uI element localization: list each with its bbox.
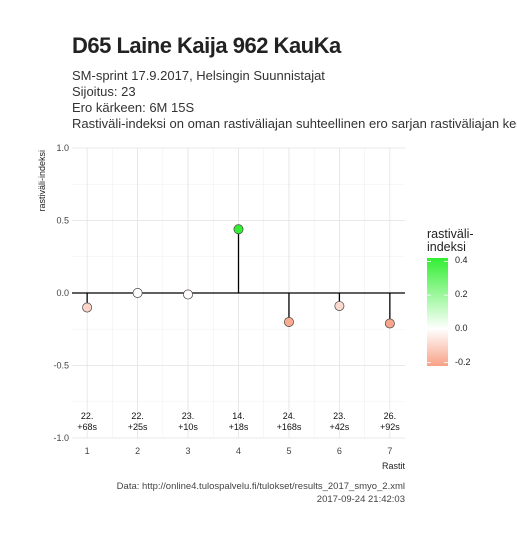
data-point (183, 289, 193, 300)
data-point (82, 302, 93, 313)
subtitle-gap: Ero kärkeen: 6M 15S (72, 100, 195, 115)
y-tick-label: -1.0 (53, 433, 69, 443)
split-diff-label: +92s (380, 422, 400, 432)
subtitle-event: SM-sprint 17.9.2017, Helsingin Suunnista… (72, 68, 325, 83)
legend-tick-label: 0.2 (455, 289, 468, 300)
chart-title: D65 Laine Kaija 962 KauKa (72, 33, 341, 58)
split-diff-label: +168s (277, 422, 302, 432)
data-point (384, 318, 395, 329)
split-diff-label: +68s (77, 422, 97, 432)
legend-tick-label: 0.4 (455, 255, 468, 266)
data-point (233, 224, 244, 235)
legend-title-line2: indeksi (427, 240, 466, 254)
split-diff-label: +25s (128, 422, 148, 432)
caption-data-source: Data: http://online4.tulospalvelu.fi/tul… (116, 481, 405, 492)
y-axis-title: rastiväli-indeksi (37, 150, 47, 212)
data-point (132, 288, 143, 298)
subtitle-description: Rastiväli-indeksi on oman rastiväliajan … (72, 116, 517, 131)
y-tick-label: 0.5 (56, 216, 69, 226)
rank-label: 23. (333, 411, 346, 421)
data-point (334, 301, 345, 311)
rank-label: 26. (384, 411, 397, 421)
rank-label: 22. (81, 411, 94, 421)
rank-label: 23. (182, 411, 195, 421)
rank-label: 22. (131, 411, 144, 421)
legend-colorbar (427, 258, 448, 366)
y-tick-label: 1.0 (56, 143, 69, 153)
x-tick-label: 3 (186, 446, 191, 456)
legend-tick-label: 0.0 (455, 322, 468, 333)
y-tick-label: -0.5 (53, 361, 69, 371)
x-tick-label: 1 (85, 446, 90, 456)
legend-tick-label: -0.2 (455, 356, 471, 367)
split-diff-label: +18s (229, 422, 249, 432)
rank-label: 24. (283, 411, 296, 421)
split-diff-label: +10s (178, 422, 198, 432)
split-diff-label: +42s (330, 422, 350, 432)
x-tick-label: 2 (135, 446, 140, 456)
x-axis-title: Rastit (382, 461, 406, 471)
x-tick-label: 5 (286, 446, 291, 456)
caption-timestamp: 2017-09-24 21:42:03 (316, 494, 405, 505)
data-point (284, 317, 294, 327)
y-tick-label: 0.0 (56, 288, 69, 298)
x-tick-label: 6 (337, 446, 342, 456)
legend-title: rastiväli- indeksi (427, 228, 474, 254)
rank-label: 14. (232, 411, 245, 421)
x-tick-label: 7 (387, 446, 392, 456)
legend-title-line1: rastiväli- (427, 227, 474, 241)
subtitle-rank: Sijoitus: 23 (72, 84, 136, 99)
x-tick-label: 4 (236, 446, 241, 456)
